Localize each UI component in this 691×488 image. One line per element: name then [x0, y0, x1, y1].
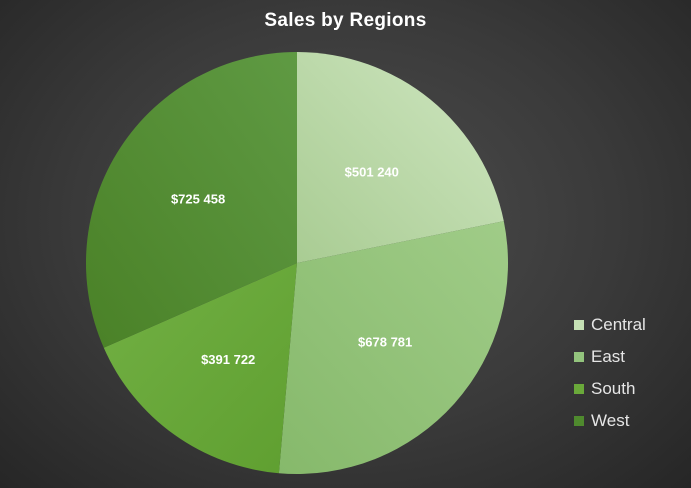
legend: Central East South West	[574, 309, 646, 437]
legend-item-central: Central	[574, 309, 646, 341]
pie-slice-central	[297, 52, 504, 263]
data-label-west: $725 458	[171, 191, 225, 206]
legend-label: South	[591, 379, 636, 398]
pie-slice-east	[278, 221, 508, 474]
legend-label: West	[591, 411, 630, 430]
data-label-south: $391 722	[201, 352, 255, 367]
legend-item-east: East	[574, 341, 646, 373]
pie-slice-south	[103, 263, 297, 474]
pie-slice-west	[85, 52, 297, 348]
legend-swatch	[574, 352, 584, 362]
data-label-central: $501 240	[345, 165, 399, 180]
legend-item-west: West	[574, 405, 646, 437]
chart-title: Sales by Regions	[264, 10, 427, 31]
legend-swatch	[574, 384, 584, 394]
legend-swatch	[574, 416, 584, 426]
legend-label: East	[591, 347, 626, 366]
legend-label: Central	[591, 315, 646, 334]
data-label-east: $678 781	[358, 335, 412, 350]
legend-item-south: South	[574, 373, 646, 405]
legend-swatch	[574, 320, 584, 330]
